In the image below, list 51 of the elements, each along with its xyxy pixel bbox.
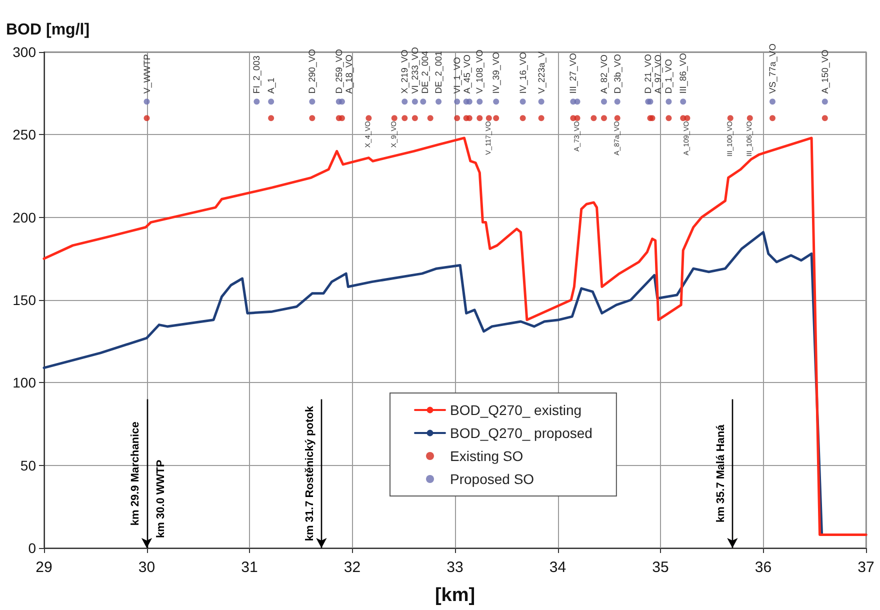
x-tick-label: 32: [344, 559, 361, 576]
x-tick-label: 37: [858, 559, 874, 576]
annotation: III_86_VO: [678, 53, 688, 94]
legend-label: Existing SO: [450, 448, 524, 464]
x-tick-label: 31: [241, 559, 258, 576]
annotation: D_21_VO: [643, 54, 654, 94]
annotation: VS_77a_VO: [767, 44, 778, 94]
y-tick-label: 250: [12, 126, 36, 143]
y-tick-label: 200: [12, 209, 36, 226]
annotation: DE_2_004: [420, 51, 430, 94]
annotation: A_18_VO: [344, 54, 354, 94]
annotation: km 30.0 WWTP: [154, 460, 167, 538]
annotation: V_108_VO: [474, 50, 485, 94]
annotation: D_290_VO: [307, 49, 318, 94]
ref-line-label: km 35.7 Malá Haná: [714, 424, 727, 523]
annotation: D_259_VO: [334, 49, 344, 94]
annotation: D_1_VO: [664, 59, 674, 94]
y-tick-label: 100: [12, 374, 36, 391]
x-axis-title: [km]: [434, 585, 476, 606]
x-tick-label: 36: [754, 559, 772, 576]
annotation: VI_233_VO: [410, 47, 420, 94]
annotation: IV_16_VO: [518, 52, 528, 94]
annotation: III_27_VO: [568, 53, 578, 94]
x-tick-label: 35: [652, 559, 669, 576]
annotation: V_WWTP: [142, 54, 152, 94]
legend-label: BOD_Q270_ proposed: [450, 425, 592, 441]
annotation: DE_2_001: [434, 51, 444, 94]
legend-label: BOD_Q270_ existing: [450, 402, 582, 418]
annotation: VI_1_VO: [452, 57, 462, 94]
annotation: D_3b_VO: [612, 54, 622, 94]
y-tick-label: 50: [20, 457, 36, 474]
x-tick-label: 34: [549, 559, 566, 576]
annotation: A_82_VO: [598, 54, 609, 94]
ref-line-label: km 31.7 Rostěnický potok: [304, 405, 316, 542]
x-tick-label: 33: [446, 559, 464, 576]
annotation: IV_39_VO: [491, 52, 502, 94]
y-tick-label: 300: [12, 44, 36, 60]
annotation: A_1: [266, 78, 276, 94]
y-tick-label: 0: [28, 540, 36, 556]
x-tick-label: 30: [138, 559, 156, 576]
annotation: A_97_VO: [653, 54, 664, 94]
y-axis-title: BOD [mg/l]: [6, 22, 90, 38]
annotation: X_219_VO: [400, 50, 410, 94]
annotation: V_223a_V: [536, 52, 546, 94]
legend-label: Proposed SO: [450, 471, 534, 487]
ref-line-label: km 29.9 Marchanice: [129, 422, 142, 526]
x-tick-label: 29: [36, 559, 52, 576]
annotation: A_45_VO: [462, 54, 472, 94]
y-tick-label: 150: [12, 292, 36, 308]
annotation: A_150_VO: [820, 50, 830, 94]
annotation: FI_2_003: [252, 56, 262, 94]
